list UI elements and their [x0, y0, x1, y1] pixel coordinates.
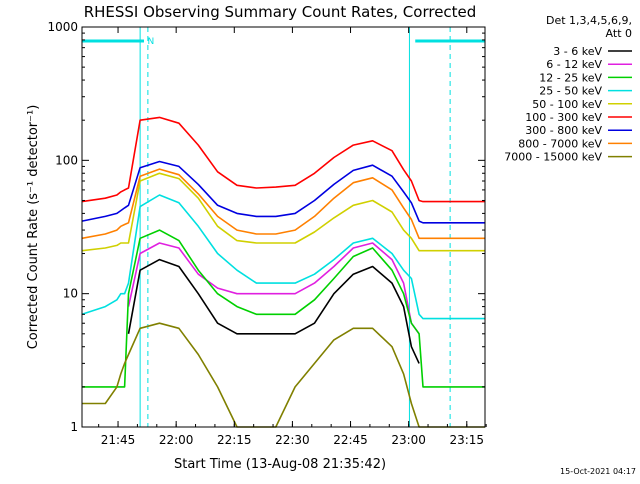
x-tick-label: 22:15 — [217, 433, 252, 447]
plot-frame — [81, 26, 486, 428]
legend-label: 50 - 100 keV — [532, 98, 602, 111]
legend-label: 3 - 6 keV — [553, 45, 602, 58]
series-line-100-300-kev — [81, 116, 485, 203]
series-line-50-100-kev — [81, 172, 485, 252]
legend-label: 6 - 12 keV — [546, 58, 602, 71]
legend-label: 800 - 7000 keV — [518, 137, 602, 150]
x-ticks: 21:45 22:00 22:15 22:30 22:45 23:00 23:15 — [98, 27, 487, 447]
legend-label: 7000 - 15000 keV — [504, 151, 602, 164]
series-line-25-50-kev — [81, 194, 485, 320]
night-label: N — [148, 37, 155, 47]
x-tick-label: 21:45 — [101, 433, 136, 447]
x-tick-label: 22:45 — [333, 433, 368, 447]
y-axis-label: Corrected Count Rate (s⁻¹ detector⁻¹) — [26, 105, 41, 350]
series-lines — [81, 116, 485, 428]
legend-label: 25 - 50 keV — [539, 85, 602, 98]
series-line-7000-15000-kev — [82, 322, 485, 428]
chart-title: RHESSI Observing Summary Count Rates, Co… — [84, 3, 477, 21]
footer-timestamp: 15-Oct-2021 04:17 — [560, 467, 636, 476]
x-tick-label: 22:00 — [159, 433, 194, 447]
legend-label: 300 - 800 keV — [525, 124, 602, 137]
x-tick-label: 23:00 — [391, 433, 426, 447]
y-tick-label: 100 — [55, 153, 78, 167]
legend-label: 12 - 25 keV — [539, 71, 602, 84]
series-line-6-12-kev — [127, 242, 420, 335]
y-ticks: 1 10 100 1000 — [47, 20, 485, 434]
series-line-300-800-kev — [81, 160, 485, 224]
y-tick-label: 1000 — [47, 20, 78, 34]
series-line-800-7000-kev — [81, 168, 485, 240]
series-line-3-6-kev — [127, 258, 420, 364]
x-tick-label: 23:15 — [449, 433, 484, 447]
night-annotations: N — [82, 27, 485, 427]
y-tick-label: 1 — [70, 420, 78, 434]
x-tick-label: 22:30 — [275, 433, 310, 447]
y-tick-label: 10 — [63, 287, 78, 301]
legend-header-line1: Det 1,3,4,5,6,9, — [546, 14, 632, 27]
x-axis-label: Start Time (13-Aug-08 21:35:42) — [174, 457, 386, 472]
series-line-12-25-kev — [82, 229, 485, 388]
legend-label: 100 - 300 keV — [525, 111, 602, 124]
legend-header-line2: Att 0 — [606, 27, 632, 40]
